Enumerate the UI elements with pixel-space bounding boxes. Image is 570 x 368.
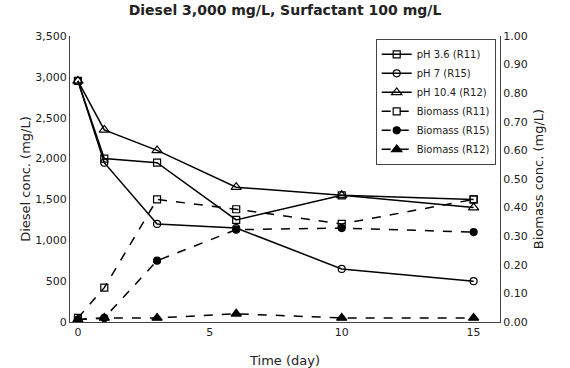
svg-text:Time (day): Time (day) [249, 353, 320, 368]
svg-text:Diesel conc. (mg/L): Diesel conc. (mg/L) [18, 116, 33, 242]
svg-text:3,000: 3,000 [35, 71, 67, 84]
svg-text:1,500: 1,500 [35, 193, 67, 206]
svg-text:Biomass conc. (mg/L): Biomass conc. (mg/L) [531, 109, 546, 249]
svg-text:5: 5 [206, 326, 213, 339]
svg-text:Diesel 3,000 mg/L, Surfactant: Diesel 3,000 mg/L, Surfactant 100 mg/L [129, 2, 442, 18]
svg-text:0.70: 0.70 [503, 116, 528, 129]
svg-text:0.20: 0.20 [503, 259, 528, 272]
svg-text:pH 10.4 (R12): pH 10.4 (R12) [417, 87, 487, 98]
svg-text:10: 10 [335, 326, 349, 339]
svg-text:Biomass (R12): Biomass (R12) [417, 144, 490, 155]
svg-text:2,000: 2,000 [35, 152, 67, 165]
svg-text:0.40: 0.40 [503, 201, 528, 214]
svg-text:pH 3.6 (R11): pH 3.6 (R11) [417, 49, 481, 60]
svg-text:0.00: 0.00 [503, 316, 528, 329]
svg-text:500: 500 [46, 275, 67, 288]
svg-text:0: 0 [74, 326, 81, 339]
svg-text:0.60: 0.60 [503, 144, 528, 157]
svg-text:1.00: 1.00 [503, 30, 528, 43]
svg-text:0.30: 0.30 [503, 230, 528, 243]
svg-text:3,500: 3,500 [35, 30, 67, 43]
svg-text:15: 15 [467, 326, 481, 339]
svg-text:0.10: 0.10 [503, 287, 528, 300]
svg-text:0.50: 0.50 [503, 173, 528, 186]
svg-text:Biomass (R11): Biomass (R11) [417, 106, 490, 117]
svg-text:0: 0 [60, 316, 67, 329]
svg-text:0.80: 0.80 [503, 87, 528, 100]
svg-text:Biomass (R15): Biomass (R15) [417, 125, 490, 136]
svg-text:2,500: 2,500 [35, 112, 67, 125]
svg-text:1,000: 1,000 [35, 234, 67, 247]
svg-text:0.90: 0.90 [503, 58, 528, 71]
svg-text:pH 7 (R15): pH 7 (R15) [417, 68, 471, 79]
